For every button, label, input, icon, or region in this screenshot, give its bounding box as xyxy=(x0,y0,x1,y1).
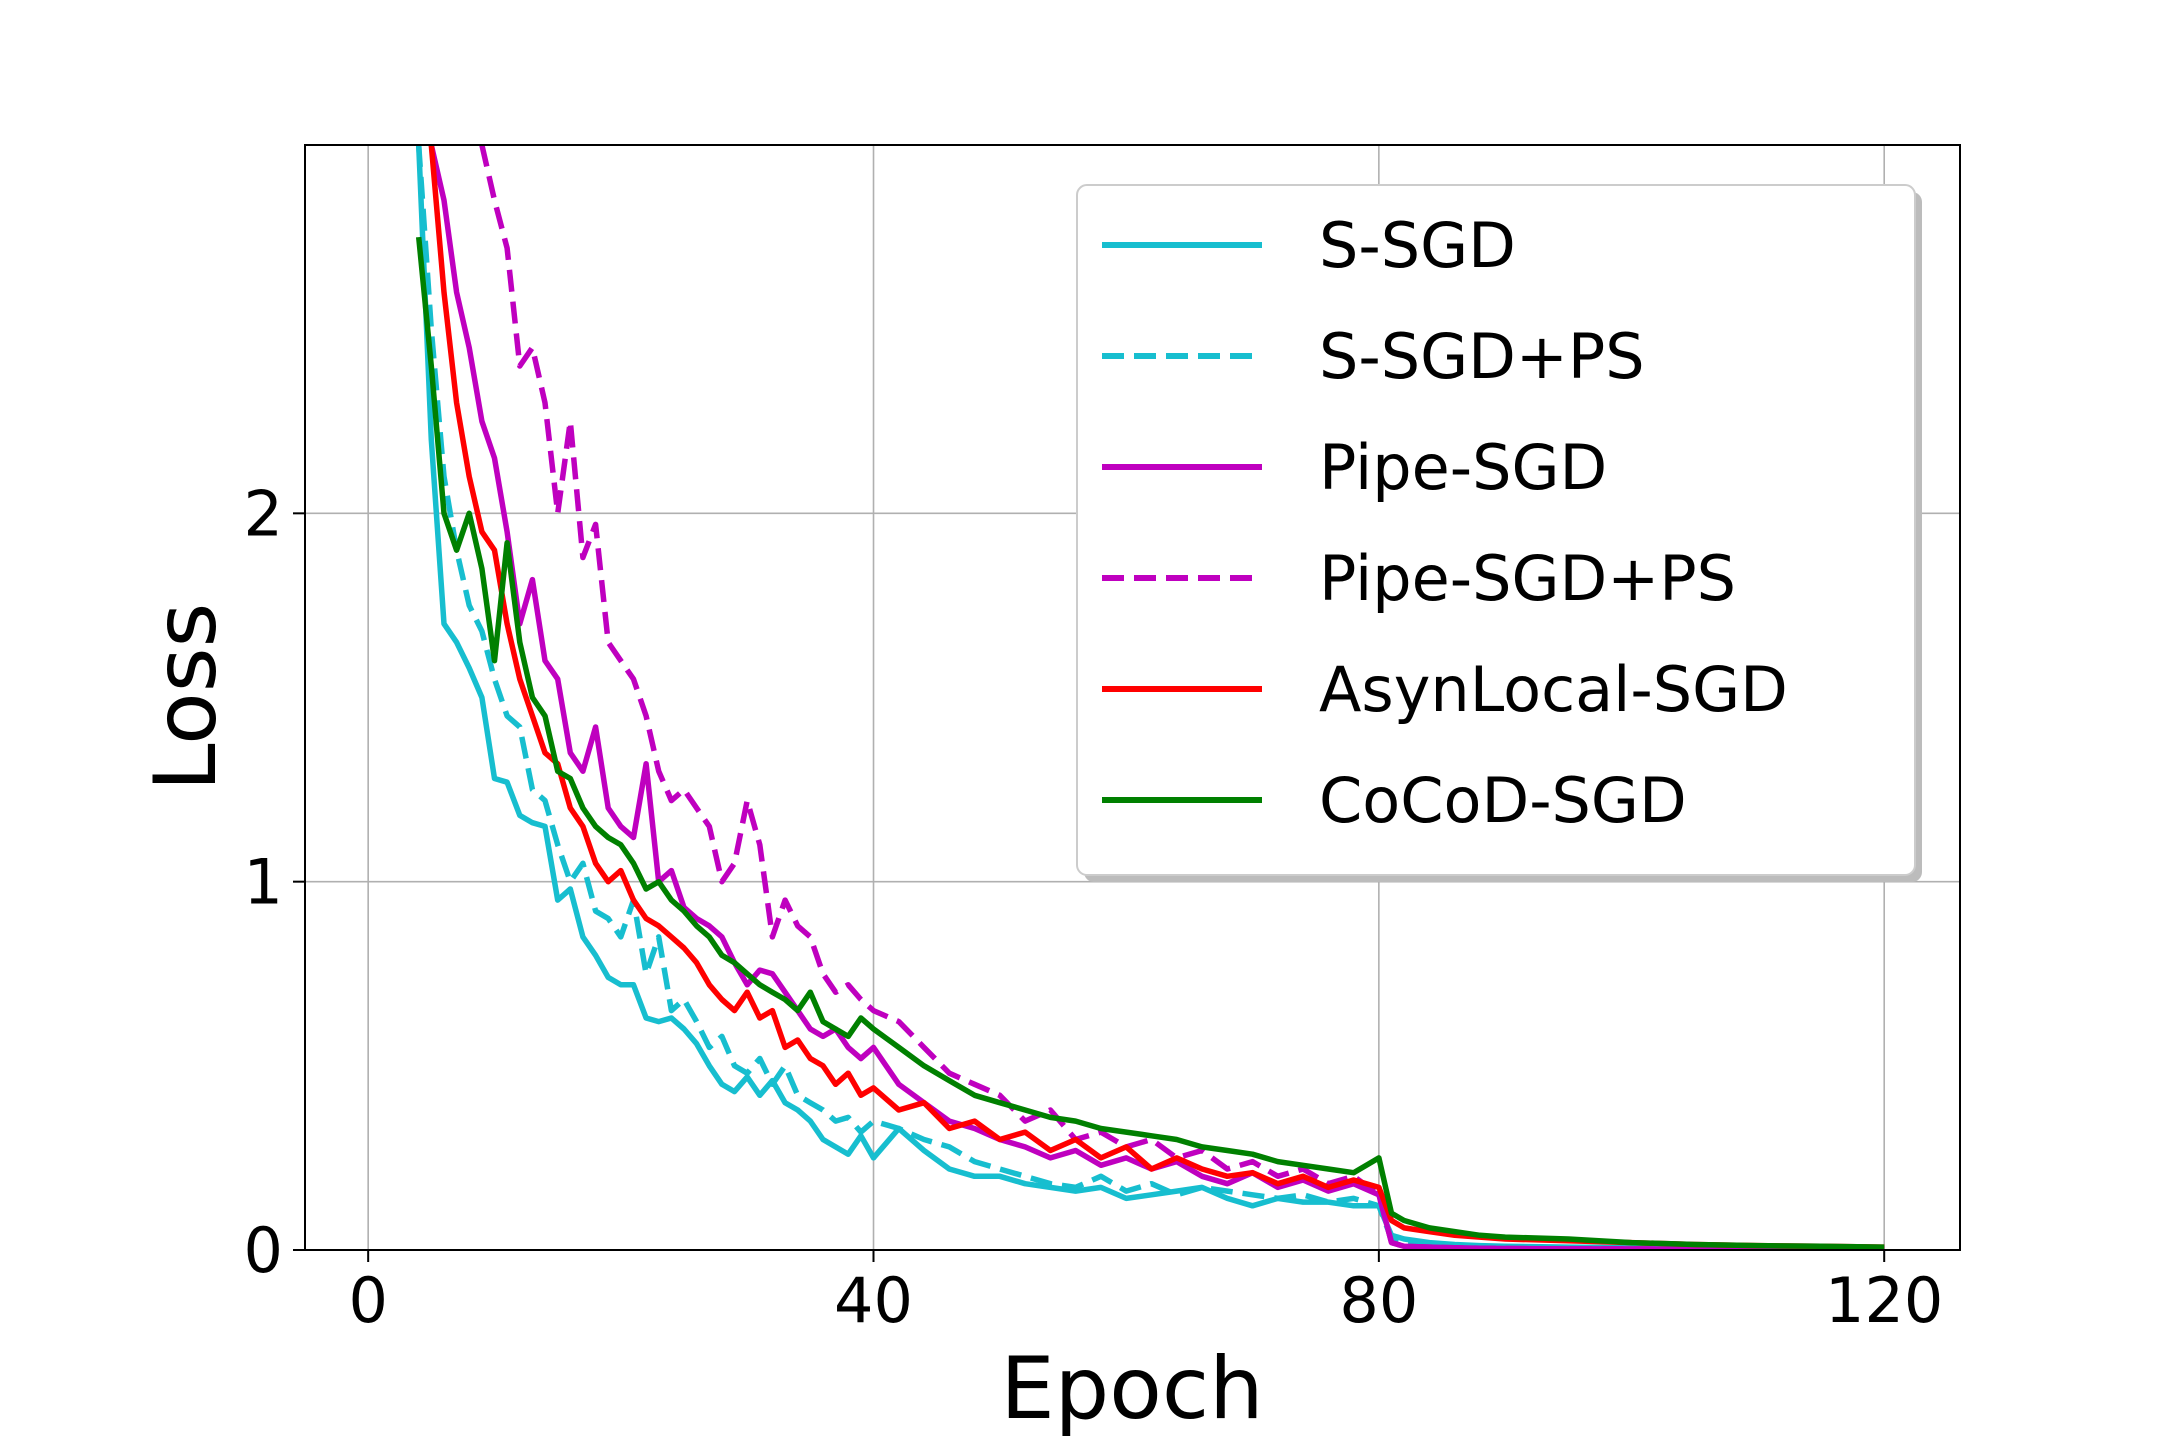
y-tick-label: 0 xyxy=(244,1214,283,1287)
x-axis-label: Epoch xyxy=(1000,1339,1263,1439)
x-tick-label: 80 xyxy=(1339,1264,1418,1337)
legend: S-SGD S-SGD+PS Pipe-SGD Pipe-SGD+PS AsynLoca… xyxy=(1076,184,1922,882)
legend-label: AsynLocal-SGD xyxy=(1319,653,1788,726)
x-tick-label: 40 xyxy=(834,1264,913,1337)
x-tick-label: 0 xyxy=(348,1264,387,1337)
series-line-cocod-sgd xyxy=(415,236,1885,1250)
plot-frame xyxy=(304,144,1961,1251)
legend-label: CoCoD-SGD xyxy=(1319,764,1687,837)
legend-label: S-SGD+PS xyxy=(1319,320,1645,393)
legend-box xyxy=(1076,184,1916,876)
y-axis-label: Loss xyxy=(136,603,236,792)
legend-label: Pipe-SGD xyxy=(1319,431,1607,504)
y-tick-label: 1 xyxy=(244,846,283,919)
series-line-pipe-sgd-ps xyxy=(479,145,1885,1250)
y-tick-label: 2 xyxy=(244,477,283,550)
legend-label: Pipe-SGD+PS xyxy=(1319,542,1736,615)
legend-label: S-SGD xyxy=(1319,209,1516,282)
x-tick-label: 120 xyxy=(1825,1264,1943,1337)
series-line-asynlocal-sgd xyxy=(428,145,1885,1250)
